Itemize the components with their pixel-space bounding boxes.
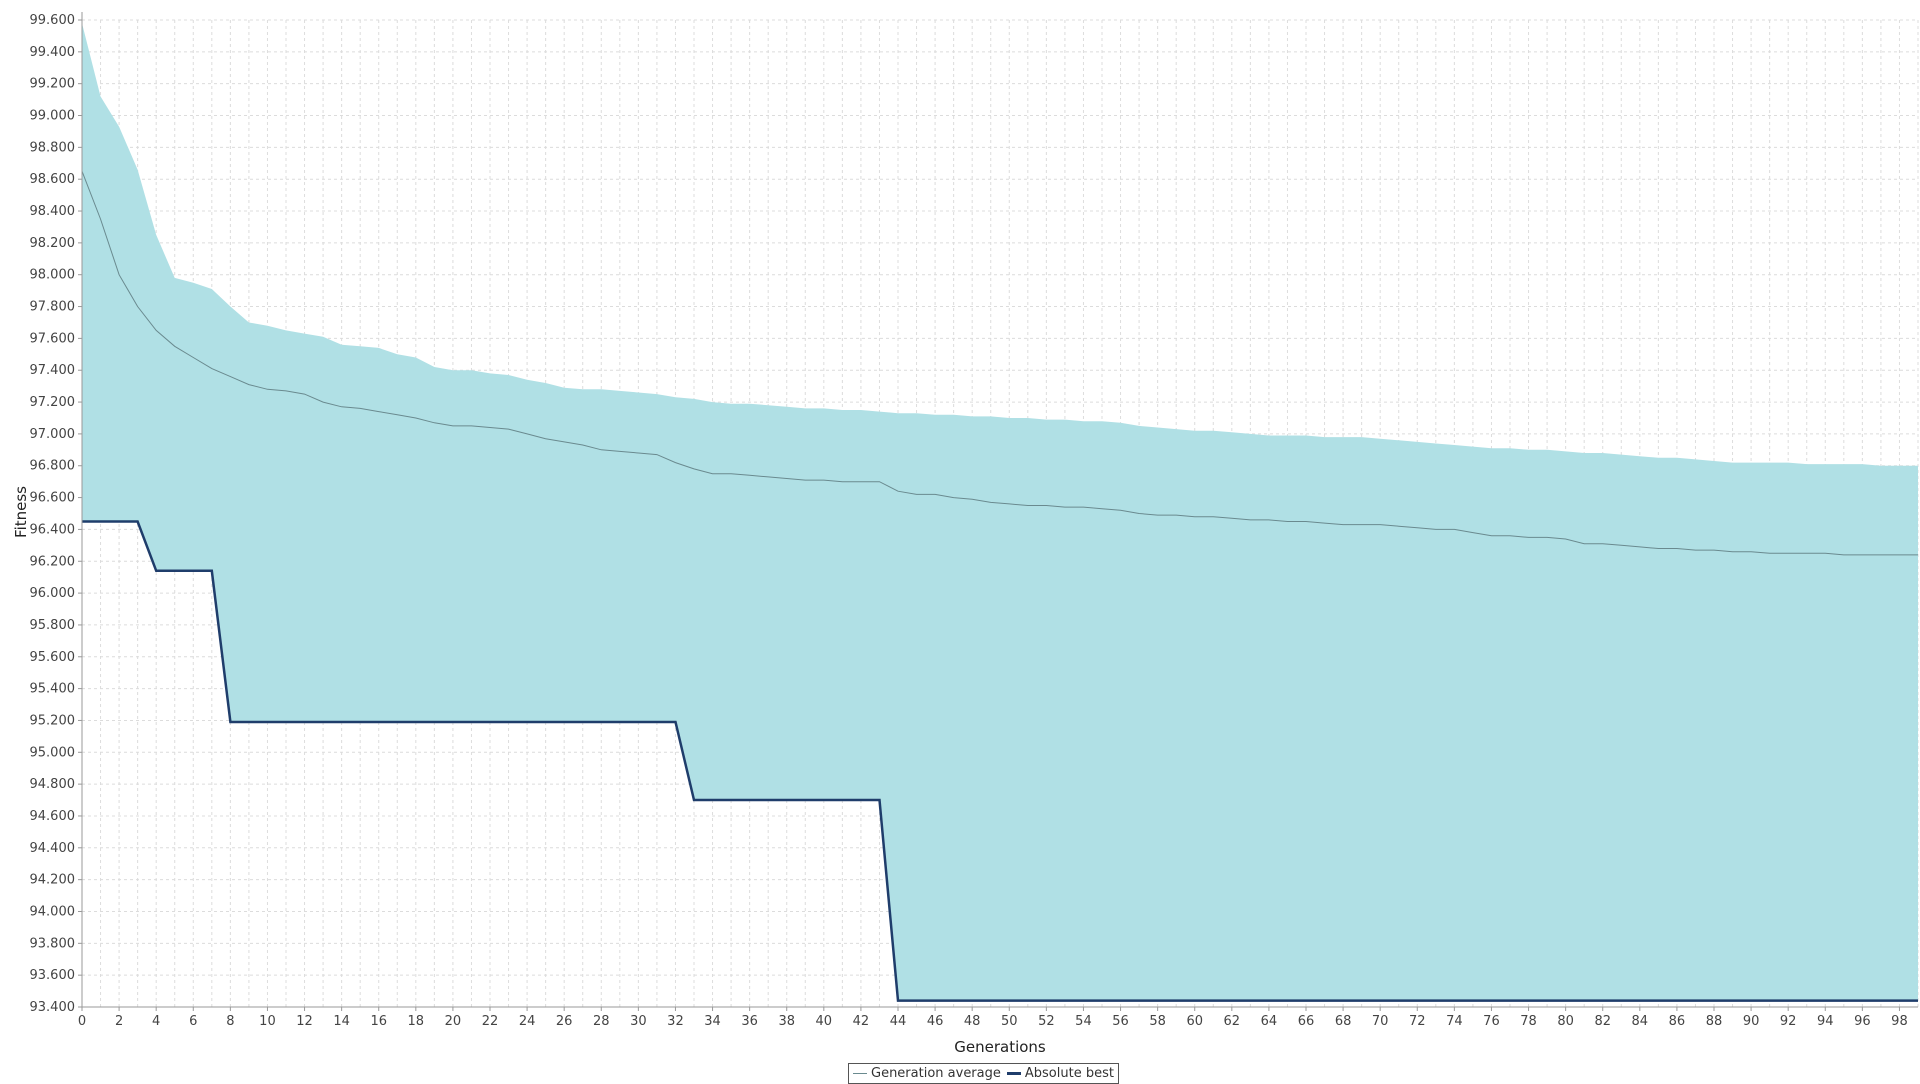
x-tick-label: 20 bbox=[445, 1014, 462, 1029]
x-tick-label: 12 bbox=[296, 1014, 313, 1029]
y-tick-label: 96.200 bbox=[30, 554, 76, 569]
y-tick-label: 98.800 bbox=[30, 140, 76, 155]
x-tick-label: 40 bbox=[816, 1014, 833, 1029]
x-tick-label: 32 bbox=[667, 1014, 684, 1029]
legend: Generation average Absolute best bbox=[848, 1063, 1119, 1084]
y-tick-label: 96.600 bbox=[30, 491, 76, 506]
y-tick-label: 99.600 bbox=[30, 13, 76, 28]
x-tick-label: 28 bbox=[593, 1014, 610, 1029]
legend-label-average: Generation average bbox=[871, 1066, 1001, 1081]
x-tick-label: 22 bbox=[482, 1014, 499, 1029]
x-tick-label: 76 bbox=[1483, 1014, 1500, 1029]
x-axis-label: Generations bbox=[954, 1038, 1046, 1056]
x-tick-label: 48 bbox=[964, 1014, 981, 1029]
y-tick-label: 95.600 bbox=[30, 650, 76, 665]
x-tick-label: 34 bbox=[704, 1014, 721, 1029]
x-tick-label: 70 bbox=[1372, 1014, 1389, 1029]
x-tick-label: 68 bbox=[1335, 1014, 1352, 1029]
x-tick-label: 74 bbox=[1446, 1014, 1463, 1029]
x-tick-label: 2 bbox=[115, 1014, 123, 1029]
x-tick-label: 26 bbox=[556, 1014, 573, 1029]
x-tick-label: 8 bbox=[226, 1014, 234, 1029]
x-tick-label: 86 bbox=[1669, 1014, 1686, 1029]
x-tick-label: 6 bbox=[189, 1014, 197, 1029]
y-tick-label: 93.400 bbox=[30, 1000, 76, 1015]
x-tick-label: 98 bbox=[1891, 1014, 1908, 1029]
x-tick-label: 64 bbox=[1261, 1014, 1278, 1029]
x-tick-label: 54 bbox=[1075, 1014, 1092, 1029]
y-axis-label: Fitness bbox=[12, 486, 30, 538]
x-tick-label: 42 bbox=[853, 1014, 870, 1029]
y-tick-label: 97.800 bbox=[30, 300, 76, 315]
x-tick-label: 62 bbox=[1224, 1014, 1241, 1029]
axes bbox=[81, 12, 1918, 1008]
x-tick-label: 84 bbox=[1632, 1014, 1649, 1029]
x-tick-label: 60 bbox=[1186, 1014, 1203, 1029]
x-tick-label: 30 bbox=[630, 1014, 647, 1029]
y-tick-label: 94.200 bbox=[30, 873, 76, 888]
y-tick-label: 93.800 bbox=[30, 936, 76, 951]
absolute-best-line bbox=[82, 520, 1918, 1002]
y-tick-label: 94.800 bbox=[30, 777, 76, 792]
x-tick-label: 36 bbox=[741, 1014, 758, 1029]
y-tick-label: 97.400 bbox=[30, 363, 76, 378]
y-tick-label: 94.600 bbox=[30, 809, 76, 824]
x-tick-label: 10 bbox=[259, 1014, 276, 1029]
x-tick-label: 24 bbox=[519, 1014, 536, 1029]
y-tick-label: 96.800 bbox=[30, 459, 76, 474]
y-tick-label: 97.000 bbox=[30, 427, 76, 442]
y-tick-label: 95.000 bbox=[30, 745, 76, 760]
legend-item-absolute-best: Absolute best bbox=[1006, 1066, 1114, 1081]
y-tick-label: 94.000 bbox=[30, 904, 76, 919]
y-tick-label: 95.200 bbox=[30, 713, 76, 728]
x-tick-label: 90 bbox=[1743, 1014, 1760, 1029]
y-tick-label: 95.400 bbox=[30, 682, 76, 697]
x-tick-label: 58 bbox=[1149, 1014, 1166, 1029]
x-tick-label: 94 bbox=[1817, 1014, 1834, 1029]
x-tick-label: 56 bbox=[1112, 1014, 1129, 1029]
y-tick-label: 98.400 bbox=[30, 204, 76, 219]
x-axis-ticks: 0 2 4 6 8 10 12 14 16 18 20 22 24 26 28 30 32 34 36 38 40 42 4… bbox=[78, 1007, 1908, 1029]
y-tick-label: 99.400 bbox=[30, 45, 76, 60]
x-tick-label: 0 bbox=[78, 1014, 86, 1029]
legend-swatch-best bbox=[1006, 1072, 1021, 1075]
x-tick-label: 92 bbox=[1780, 1014, 1797, 1029]
x-tick-label: 16 bbox=[370, 1014, 387, 1029]
y-tick-label: 98.000 bbox=[30, 268, 76, 283]
x-tick-label: 78 bbox=[1520, 1014, 1537, 1029]
y-tick-label: 94.400 bbox=[30, 841, 76, 856]
y-tick-label: 99.000 bbox=[30, 109, 76, 124]
y-tick-label: 96.400 bbox=[30, 522, 76, 537]
y-tick-label: 97.200 bbox=[30, 395, 76, 410]
x-tick-label: 88 bbox=[1706, 1014, 1723, 1029]
legend-label-best: Absolute best bbox=[1024, 1066, 1114, 1081]
x-tick-label: 96 bbox=[1854, 1014, 1871, 1029]
y-tick-label: 99.200 bbox=[30, 77, 76, 92]
x-tick-label: 50 bbox=[1001, 1014, 1018, 1029]
legend-swatch-average bbox=[853, 1073, 867, 1074]
x-tick-label: 82 bbox=[1594, 1014, 1611, 1029]
y-tick-label: 98.600 bbox=[30, 172, 76, 187]
x-tick-label: 4 bbox=[152, 1014, 160, 1029]
x-tick-label: 52 bbox=[1038, 1014, 1055, 1029]
y-axis-ticks: 99.600 99.400 99.200 99.000 98.800 98.600 98.4… bbox=[30, 13, 82, 1015]
x-tick-label: 80 bbox=[1557, 1014, 1574, 1029]
x-tick-label: 72 bbox=[1409, 1014, 1426, 1029]
x-tick-label: 46 bbox=[927, 1014, 944, 1029]
y-tick-label: 96.000 bbox=[30, 586, 76, 601]
y-tick-label: 93.600 bbox=[30, 968, 76, 983]
x-tick-label: 38 bbox=[778, 1014, 795, 1029]
legend-item-generation-average: Generation average bbox=[853, 1066, 1001, 1081]
x-tick-label: 66 bbox=[1298, 1014, 1315, 1029]
x-tick-label: 18 bbox=[408, 1014, 425, 1029]
y-tick-label: 98.200 bbox=[30, 236, 76, 251]
generation-average-line bbox=[81, 171, 1918, 556]
x-tick-label: 14 bbox=[333, 1014, 350, 1029]
x-tick-label: 44 bbox=[890, 1014, 907, 1029]
y-tick-label: 97.600 bbox=[30, 331, 76, 346]
y-tick-label: 95.800 bbox=[30, 618, 76, 633]
fitness-range-band bbox=[82, 23, 1918, 1001]
